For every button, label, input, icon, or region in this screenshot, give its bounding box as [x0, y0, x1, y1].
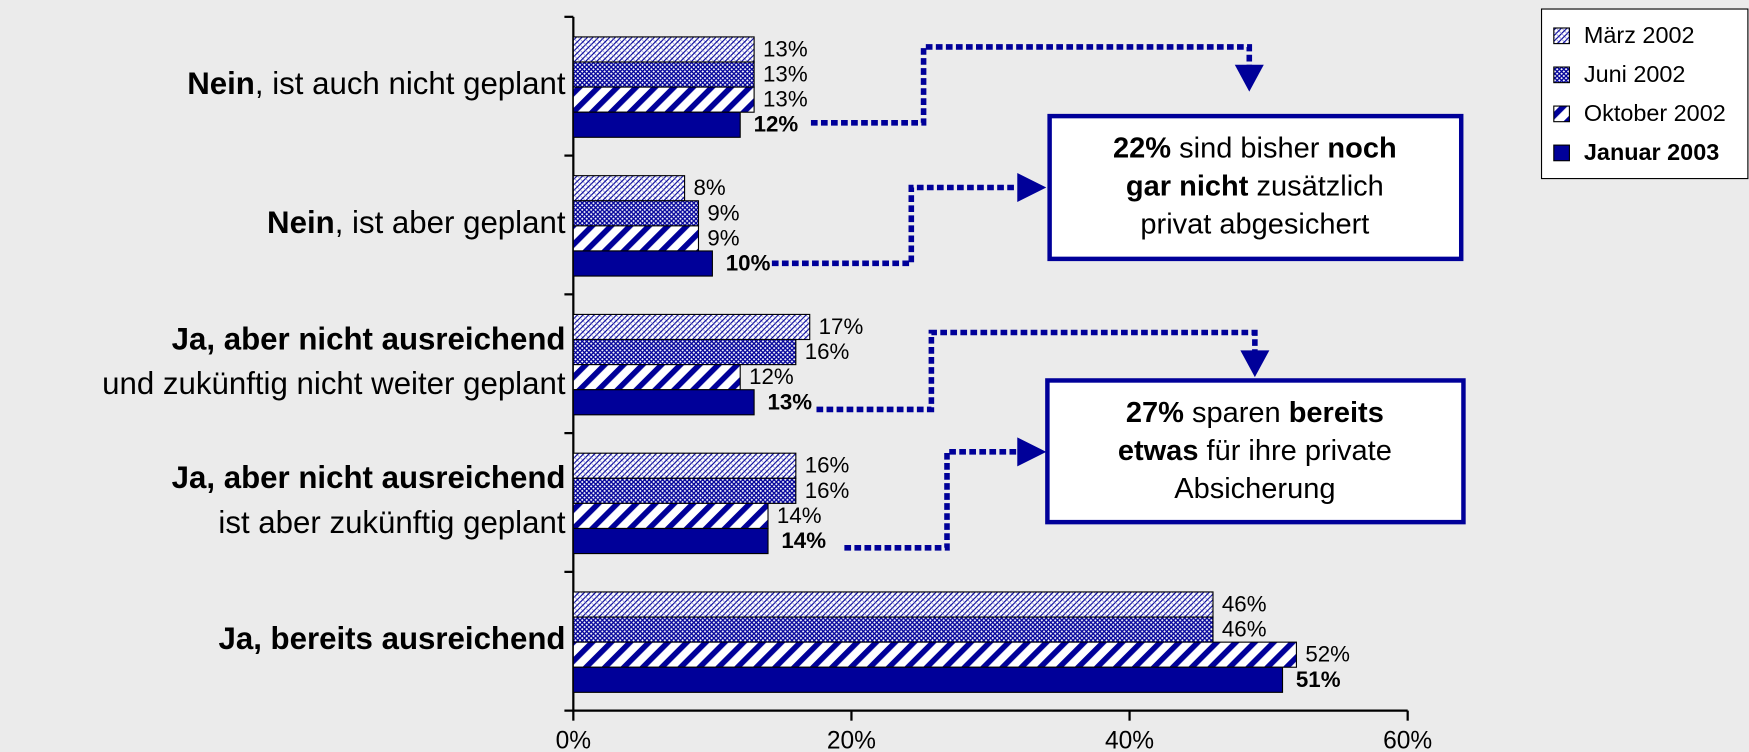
legend-swatch — [1553, 27, 1570, 45]
label-line: Nein, ist aber geplant — [267, 205, 566, 240]
legend-swatch — [1553, 66, 1570, 84]
label-line: Ja, aber nicht ausreichend — [172, 460, 566, 495]
value-label: 12% — [754, 112, 799, 137]
bar — [572, 200, 700, 227]
value-label: 14% — [781, 528, 826, 553]
bar — [572, 591, 1214, 618]
bar — [572, 61, 755, 88]
value-label: 46% — [1222, 617, 1267, 642]
bar — [572, 502, 769, 530]
text-part: Ja, aber nicht ausreichend — [172, 460, 566, 495]
text-part: 22% — [1113, 132, 1171, 164]
label-line: Ja, bereits ausreichend — [218, 622, 565, 657]
legend-swatch — [1553, 144, 1570, 162]
text-part: 27% — [1126, 397, 1184, 429]
legend-label: Januar 2003 — [1584, 139, 1719, 165]
bar — [572, 86, 755, 113]
label-line: ist aber zukünftig geplant — [218, 505, 565, 540]
bar — [572, 313, 811, 341]
text-part: für ihre private — [1198, 435, 1391, 467]
bar — [572, 389, 755, 416]
legend-label: Oktober 2002 — [1584, 100, 1726, 126]
text-part: Nein — [187, 66, 255, 101]
label-line: und zukünftig nicht weiter geplant — [102, 366, 566, 401]
annotation-box — [1047, 113, 1464, 262]
value-label: 10% — [726, 251, 771, 276]
text-part: gar nicht — [1126, 170, 1249, 202]
label-line: privat abgesichert — [1140, 208, 1369, 240]
text-part: und zukünftig nicht weiter geplant — [102, 366, 566, 401]
bar — [572, 175, 686, 202]
text-part: privat abgesichert — [1140, 208, 1369, 240]
text-part: noch — [1327, 132, 1396, 164]
text-part: Absicherung — [1174, 472, 1335, 504]
label-line: Nein, ist auch nicht geplant — [187, 66, 566, 101]
value-label: 46% — [1222, 592, 1267, 617]
text-part: Nein — [267, 205, 335, 240]
label-line: 22% sind bisher noch — [1113, 132, 1397, 164]
value-label: 16% — [805, 339, 850, 364]
bar — [572, 225, 700, 252]
text-part: sind bisher — [1171, 132, 1327, 164]
bar — [572, 338, 797, 366]
value-label: 12% — [749, 364, 794, 389]
text-part: , ist auch nicht geplant — [255, 66, 566, 101]
value-label: 13% — [763, 36, 808, 61]
bar — [572, 452, 797, 479]
text-part: zusätzlich — [1248, 170, 1383, 202]
label-line: gar nicht zusätzlich — [1126, 170, 1384, 202]
label-line: 27% sparen bereits — [1126, 397, 1384, 429]
text-part: ist aber zukünftig geplant — [218, 505, 565, 540]
arrowheads — [1017, 64, 1270, 467]
value-label: 16% — [805, 478, 850, 503]
text-part: sparen — [1184, 397, 1289, 429]
value-label: 13% — [767, 389, 812, 414]
bar — [572, 477, 797, 504]
value-label: 13% — [763, 87, 808, 112]
bar — [572, 527, 769, 555]
value-label: 51% — [1296, 667, 1341, 692]
text-part: , ist aber geplant — [335, 205, 566, 240]
value-label: 9% — [707, 200, 739, 225]
text-part: bereits — [1289, 397, 1384, 429]
bar — [572, 666, 1284, 693]
value-label: 13% — [763, 62, 808, 87]
label-line: etwas für ihre private — [1118, 435, 1392, 467]
x-tick-label: 0% — [556, 727, 591, 752]
legend-box — [1540, 8, 1749, 180]
connectors — [771, 44, 1258, 551]
legend-label: Juni 2002 — [1584, 61, 1686, 87]
bar — [572, 111, 741, 138]
legend-label: März 2002 — [1584, 22, 1695, 48]
bar — [572, 36, 755, 63]
legend-swatch — [1553, 105, 1570, 123]
x-tick-label: 20% — [827, 727, 876, 752]
value-label: 9% — [707, 225, 739, 250]
bar — [572, 641, 1297, 668]
bar — [572, 616, 1214, 643]
label-line: Absicherung — [1174, 472, 1335, 504]
value-label: 16% — [805, 453, 850, 478]
x-tick-label: 40% — [1105, 727, 1154, 752]
text-part: Ja, aber nicht ausreichend — [172, 322, 566, 357]
text-part: Ja, bereits ausreichend — [218, 622, 565, 657]
value-label: 52% — [1305, 642, 1350, 667]
value-label: 8% — [694, 175, 726, 200]
x-tick-label: 60% — [1383, 727, 1432, 752]
value-label: 14% — [777, 503, 822, 528]
value-label: 17% — [819, 314, 864, 339]
label-line: Ja, aber nicht ausreichend — [172, 322, 566, 357]
bar — [572, 250, 713, 277]
bar — [572, 364, 741, 391]
annotation-box — [1045, 378, 1466, 525]
text-part: etwas — [1118, 435, 1199, 467]
